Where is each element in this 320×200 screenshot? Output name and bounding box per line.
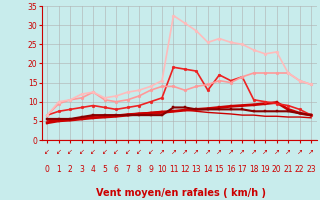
Text: 9: 9	[148, 166, 153, 174]
Text: 18: 18	[249, 166, 259, 174]
Text: 3: 3	[79, 166, 84, 174]
Text: 15: 15	[214, 166, 224, 174]
Text: ↗: ↗	[205, 149, 211, 155]
Text: ↙: ↙	[67, 149, 73, 155]
Text: 14: 14	[203, 166, 213, 174]
Text: ↙: ↙	[102, 149, 108, 155]
Text: ↙: ↙	[136, 149, 142, 155]
Text: 4: 4	[91, 166, 96, 174]
Text: 13: 13	[192, 166, 201, 174]
Text: ↗: ↗	[194, 149, 199, 155]
Text: ↗: ↗	[262, 149, 268, 155]
Text: 0: 0	[45, 166, 50, 174]
Text: ↗: ↗	[216, 149, 222, 155]
Text: 1: 1	[56, 166, 61, 174]
Text: ↙: ↙	[125, 149, 131, 155]
Text: 6: 6	[114, 166, 119, 174]
Text: 17: 17	[237, 166, 247, 174]
Text: 19: 19	[260, 166, 270, 174]
Text: 12: 12	[180, 166, 190, 174]
Text: ↗: ↗	[251, 149, 257, 155]
Text: ↙: ↙	[90, 149, 96, 155]
Text: ↗: ↗	[308, 149, 314, 155]
Text: ↗: ↗	[274, 149, 280, 155]
Text: 8: 8	[137, 166, 141, 174]
Text: ↙: ↙	[56, 149, 62, 155]
Text: 21: 21	[284, 166, 293, 174]
Text: Vent moyen/en rafales ( km/h ): Vent moyen/en rafales ( km/h )	[96, 188, 266, 198]
Text: 5: 5	[102, 166, 107, 174]
Text: 20: 20	[272, 166, 282, 174]
Text: 7: 7	[125, 166, 130, 174]
Text: ↙: ↙	[113, 149, 119, 155]
Text: ↙: ↙	[44, 149, 50, 155]
Text: 22: 22	[295, 166, 304, 174]
Text: ↗: ↗	[159, 149, 165, 155]
Text: 10: 10	[157, 166, 167, 174]
Text: ↙: ↙	[79, 149, 85, 155]
Text: 11: 11	[169, 166, 178, 174]
Text: ↗: ↗	[239, 149, 245, 155]
Text: ↙: ↙	[148, 149, 154, 155]
Text: ↗: ↗	[182, 149, 188, 155]
Text: 23: 23	[306, 166, 316, 174]
Text: ↗: ↗	[297, 149, 302, 155]
Text: 2: 2	[68, 166, 73, 174]
Text: ↗: ↗	[228, 149, 234, 155]
Text: ↗: ↗	[285, 149, 291, 155]
Text: ↗: ↗	[171, 149, 176, 155]
Text: 16: 16	[226, 166, 236, 174]
